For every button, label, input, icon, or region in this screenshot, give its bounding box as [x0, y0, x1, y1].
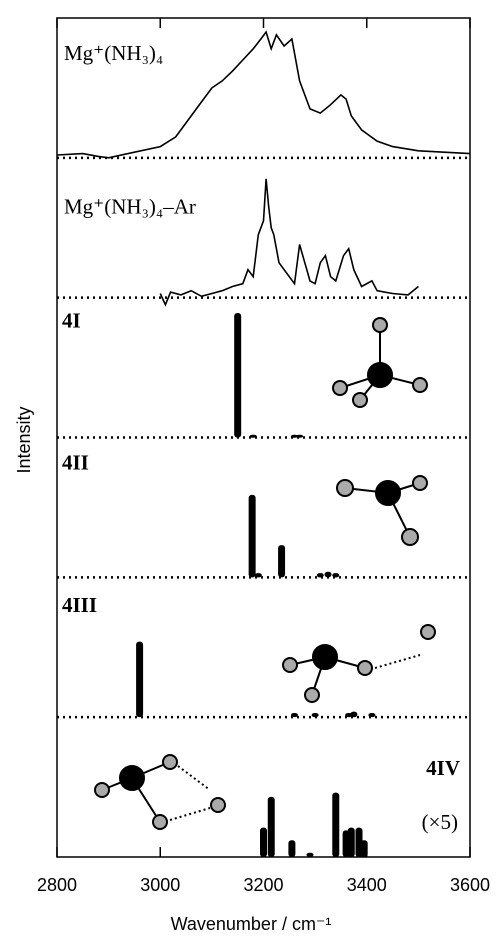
stick	[350, 712, 357, 718]
stick	[288, 840, 295, 857]
stick	[312, 713, 319, 717]
stick	[291, 713, 298, 717]
molecule-4IV	[95, 755, 225, 829]
chart: Wavenumber / cm⁻¹ Intensity 2800 3000 3200…	[0, 0, 500, 945]
x-tick-label: 2800	[37, 875, 77, 895]
molecule-4I	[333, 318, 427, 407]
x-tick-label: 3600	[450, 875, 490, 895]
x-tick-label: 3400	[347, 875, 387, 895]
stick	[234, 313, 241, 437]
stick	[268, 797, 275, 857]
x-axis-label: Wavenumber / cm⁻¹	[171, 914, 332, 934]
panel-label: Mg⁺(NH₃)₄	[64, 41, 163, 65]
stick	[368, 713, 375, 717]
molecule-4III	[283, 625, 435, 702]
stick	[348, 828, 355, 857]
stick	[332, 793, 339, 857]
stick	[260, 828, 267, 857]
panel-label: 4III	[62, 593, 97, 617]
molecule-4II	[337, 476, 427, 545]
panel-label: 4I	[62, 309, 81, 333]
x-tick-label: 3200	[243, 875, 283, 895]
panel-label: Mg⁺(NH₃)₄–Ar	[64, 195, 196, 219]
panel-label: 4II	[62, 450, 89, 474]
stick	[361, 840, 368, 857]
spectrum-line	[160, 179, 418, 305]
annotation: (×5)	[422, 810, 458, 834]
panel-label: 4IV	[426, 756, 460, 780]
stick	[278, 545, 285, 577]
stick	[255, 573, 262, 577]
stick	[249, 495, 256, 578]
stick	[306, 853, 313, 857]
x-tick-label: 3000	[140, 875, 180, 895]
y-axis-label: Intensity	[14, 406, 34, 473]
stick	[136, 642, 143, 718]
stick	[250, 435, 257, 438]
stick	[296, 435, 303, 438]
stick	[332, 573, 339, 577]
stick	[317, 573, 324, 577]
stick	[325, 572, 332, 578]
